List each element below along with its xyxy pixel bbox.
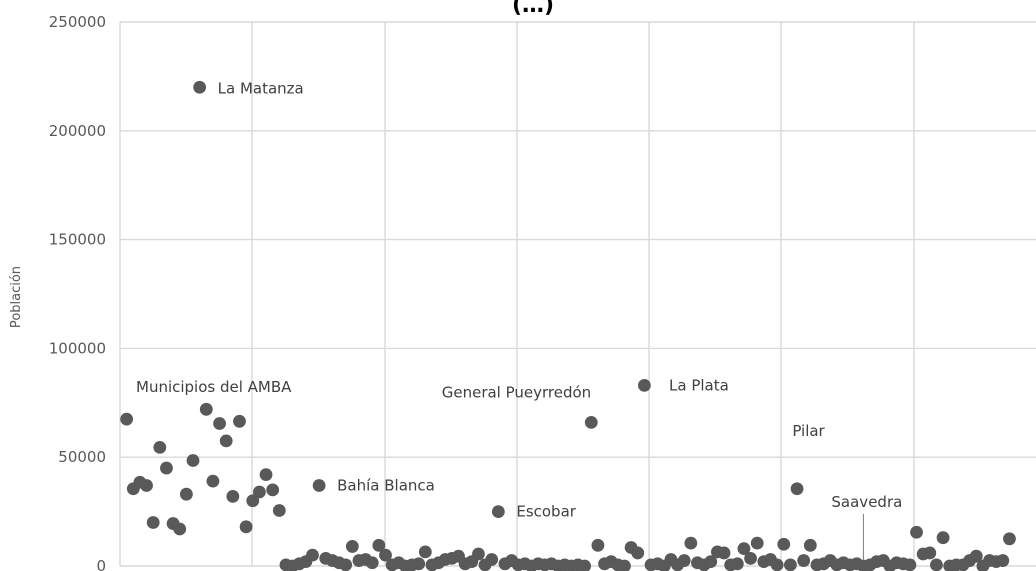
data-point xyxy=(219,434,233,448)
data-point xyxy=(372,538,386,552)
data-point xyxy=(379,548,392,562)
data-point xyxy=(910,525,923,539)
data-point xyxy=(266,483,280,497)
data-point xyxy=(272,504,286,517)
data-point xyxy=(637,378,651,392)
annotation-label: La Plata xyxy=(669,376,729,394)
data-point xyxy=(233,414,246,428)
data-point xyxy=(472,547,485,561)
chart-title: (…) xyxy=(512,0,554,18)
data-point xyxy=(259,468,273,482)
data-point xyxy=(578,559,592,571)
y-tick-label: 200000 xyxy=(49,122,106,140)
data-point xyxy=(418,545,432,559)
data-point xyxy=(803,538,817,552)
data-point xyxy=(160,461,173,475)
data-point xyxy=(930,558,943,571)
data-point xyxy=(750,536,764,550)
y-axis-ticks: 0 50000 100000 150000 200000 250000 xyxy=(49,13,106,571)
data-point xyxy=(618,559,631,571)
annotation-label: Bahía Blanca xyxy=(337,476,435,494)
data-point xyxy=(737,542,751,555)
data-point xyxy=(790,482,804,496)
data-point xyxy=(206,474,220,488)
data-point xyxy=(146,516,160,529)
y-tick-label: 250000 xyxy=(49,13,106,31)
data-point xyxy=(213,417,226,430)
data-point xyxy=(797,554,811,567)
y-tick-label: 0 xyxy=(96,557,106,571)
data-point xyxy=(730,557,744,571)
annotation-label: Escobar xyxy=(516,503,576,521)
data-point xyxy=(226,489,240,503)
data-point xyxy=(252,485,266,499)
data-point xyxy=(186,454,200,467)
data-point xyxy=(312,479,326,492)
data-point xyxy=(491,505,505,518)
data-point xyxy=(120,412,134,426)
data-point xyxy=(339,558,353,571)
data-point xyxy=(246,494,260,508)
annotation-label: Municipios del AMBA xyxy=(136,378,292,396)
data-point xyxy=(345,540,359,553)
annotations: La Matanza Municipios del AMBA Bahía Blanc… xyxy=(136,79,902,520)
gridlines xyxy=(119,21,1036,567)
data-point xyxy=(173,522,187,536)
data-point xyxy=(631,546,645,560)
y-tick-label: 100000 xyxy=(49,339,106,357)
data-point xyxy=(969,549,983,563)
y-tick-label: 150000 xyxy=(49,231,106,249)
data-point xyxy=(591,538,605,552)
data-point xyxy=(485,553,499,566)
data-point xyxy=(777,537,791,551)
data-point xyxy=(744,551,757,565)
data-point xyxy=(936,531,950,545)
data-point xyxy=(179,487,193,501)
annotation-label: Pilar xyxy=(792,422,825,440)
data-point xyxy=(923,546,937,560)
y-tick-label: 50000 xyxy=(58,448,106,466)
data-points xyxy=(120,80,1016,571)
data-point xyxy=(199,402,213,416)
data-point xyxy=(306,548,319,562)
data-point xyxy=(239,520,253,534)
data-point xyxy=(193,80,207,94)
data-point xyxy=(717,546,731,560)
annotation-label: Saavedra xyxy=(831,493,902,511)
data-point xyxy=(153,441,167,454)
data-point xyxy=(996,554,1010,567)
data-point xyxy=(140,479,153,492)
data-point xyxy=(412,557,426,571)
data-point xyxy=(684,536,698,550)
data-point xyxy=(704,555,718,569)
data-point xyxy=(365,556,379,570)
annotation-label: General Pueyrredón xyxy=(442,383,591,401)
data-point xyxy=(784,558,797,571)
data-point xyxy=(677,554,691,567)
data-point xyxy=(903,558,917,571)
data-point xyxy=(584,415,598,429)
y-axis-label: Población xyxy=(9,266,24,328)
data-point xyxy=(1003,532,1016,546)
annotation-label: La Matanza xyxy=(218,79,304,97)
data-point xyxy=(770,558,784,571)
